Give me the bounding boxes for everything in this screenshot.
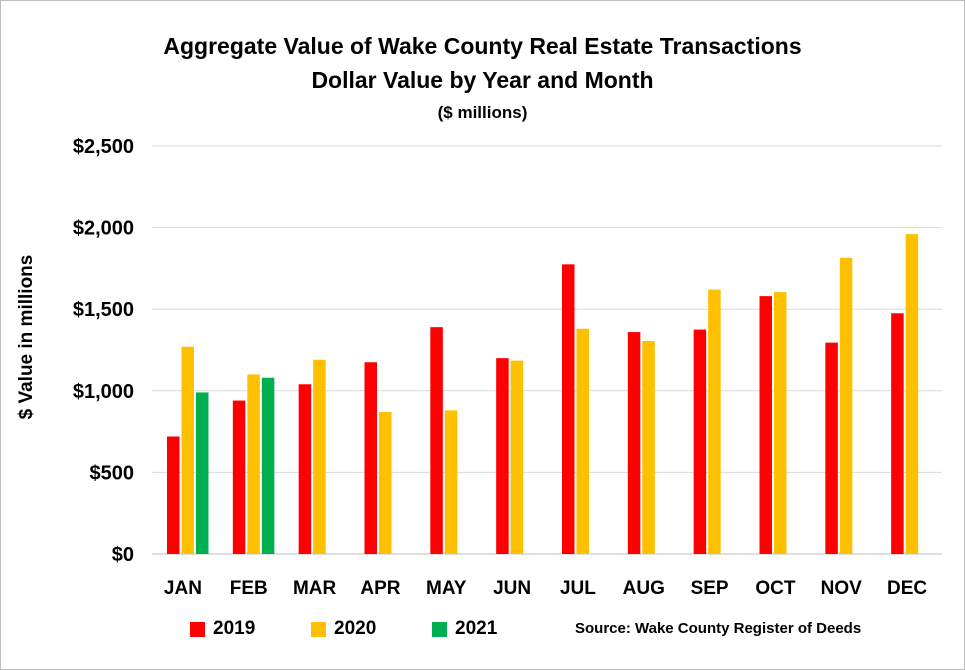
y-tick-label: $1,000 [73,381,134,403]
legend-item-2020: 2020 [311,618,376,640]
bar-2019-dec [891,313,904,554]
x-tick-label: APR [360,578,400,599]
legend-swatch-2019 [190,621,205,637]
bar-2020-sep [708,289,721,554]
legend-swatch-2021 [432,621,447,637]
bar-2020-feb [247,374,260,554]
x-tick-label: NOV [821,578,863,599]
legend-label-2021: 2021 [455,618,498,639]
bar-2019-oct [759,296,772,554]
source-note: Source: Wake County Register of Deeds [575,620,862,637]
bar-2020-jul [576,328,589,554]
chart-title: Aggregate Value of Wake County Real Esta… [163,33,802,59]
x-tick-label: AUG [623,578,665,599]
x-tick-label: SEP [691,578,729,599]
x-tick-label: JAN [164,578,202,599]
bar-2019-jan [167,436,180,554]
bar-2020-apr [379,412,392,554]
bar-2019-may [430,327,443,554]
legend-item-2021: 2021 [432,618,497,640]
chart-subtitle: Dollar Value by Year and Month [311,67,654,93]
x-tick-label: OCT [755,578,796,599]
bar-2019-jul [562,264,575,554]
y-tick-label: $500 [90,462,135,484]
bar-2019-aug [627,332,641,554]
legend-label-2020: 2020 [334,618,377,639]
y-tick-label: $1,500 [73,299,134,321]
y-tick-label: $2,500 [73,136,134,158]
bar-2019-jun [496,358,509,554]
bar-2020-nov [839,257,853,554]
bar-2020-jun [510,360,524,554]
bar-2020-mar [313,359,326,554]
legend-label-2019: 2019 [213,618,256,639]
chart-units: ($ millions) [437,103,528,122]
bar-2020-aug [642,341,655,554]
bar-2021-feb [261,377,275,554]
x-tick-label: FEB [230,578,268,599]
bar-2019-mar [298,384,312,554]
y-tick-label: $2,000 [73,218,134,240]
x-tick-label: MAY [426,578,467,599]
x-tick-label: DEC [887,578,927,599]
y-tick-label: $0 [112,544,134,566]
bar-2020-may [444,410,458,554]
bar-2019-sep [693,329,707,554]
x-tick-label: JUL [560,578,596,599]
x-tick-label: JUN [493,578,531,599]
legend-item-2019: 2019 [190,618,255,640]
legend-swatch-2020 [311,621,326,637]
bar-2019-apr [364,362,377,554]
bar-2019-nov [825,342,838,554]
bar-2021-jan [196,392,209,554]
bar-2019-feb [232,400,246,554]
bar-2020-oct [774,292,787,554]
x-tick-label: MAR [293,578,337,599]
bar-2020-jan [181,346,194,554]
bar-2020-dec [905,234,919,555]
